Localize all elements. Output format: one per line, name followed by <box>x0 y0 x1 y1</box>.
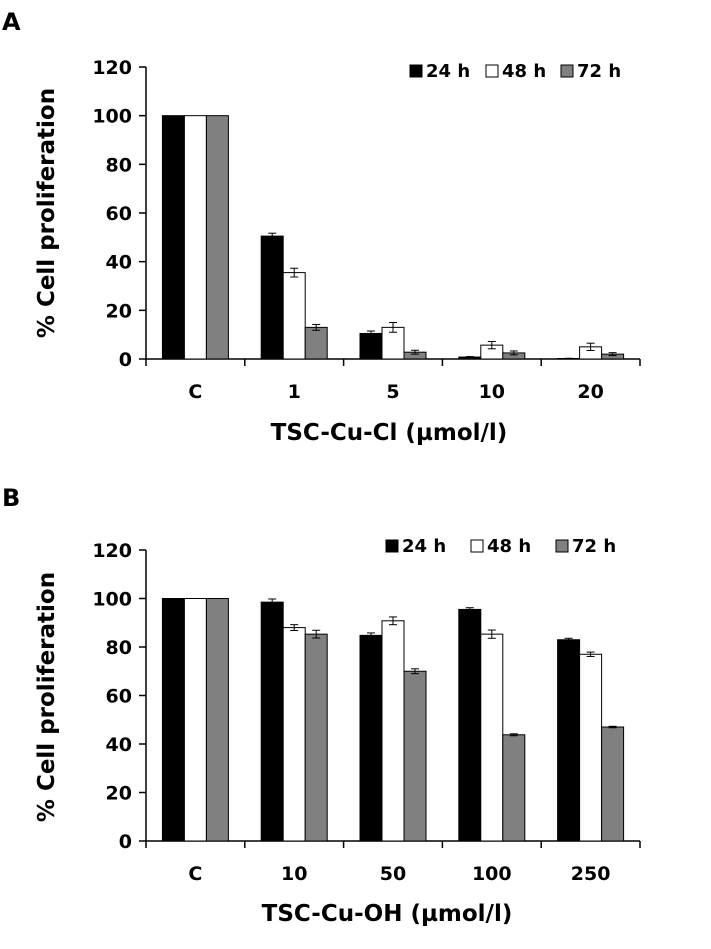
legend-swatch <box>560 64 574 78</box>
y-tick-label: 120 <box>92 540 132 562</box>
legend-label: 48 h <box>502 61 546 82</box>
y-tick-label: 80 <box>106 154 132 176</box>
x-tick-label: 1 <box>288 381 301 403</box>
bar <box>557 639 581 842</box>
bar <box>502 734 526 842</box>
bar <box>403 670 427 842</box>
bar <box>260 601 284 842</box>
legend-label: 72 h <box>577 61 621 82</box>
y-tick-label: 80 <box>106 637 132 659</box>
bar <box>161 598 185 842</box>
x-tick-label: 10 <box>281 863 307 885</box>
bar <box>205 598 229 842</box>
x-tick-label: 50 <box>380 863 406 885</box>
x-tick-label: C <box>188 863 202 885</box>
x-axis-title: TSC-Cu-OH (µmol/l) <box>262 901 513 927</box>
bar <box>304 326 328 360</box>
legend-swatch <box>470 539 484 553</box>
y-tick-label: 100 <box>92 589 132 611</box>
y-tick-label: 120 <box>92 57 132 79</box>
x-tick-label: 100 <box>472 863 512 885</box>
y-tick-label: 0 <box>119 831 132 853</box>
bar <box>183 115 207 360</box>
bar <box>458 608 482 842</box>
y-axis-title: % Cell proliferation <box>34 88 60 338</box>
bar <box>205 115 229 360</box>
bar <box>359 332 383 360</box>
bar <box>304 633 328 842</box>
y-tick-label: 100 <box>92 106 132 128</box>
plot-area: 0 20 40 60 80 100 120 C 10 50 100 250 24 h 48 h 72 h <box>92 536 641 885</box>
y-axis-title: % Cell proliferation <box>34 572 60 822</box>
legend-swatch <box>385 539 399 553</box>
panel-label: B <box>2 484 20 512</box>
x-tick-label: 20 <box>577 381 603 403</box>
chart-panel-a: A % Cell proliferation TSC-Cu-Cl (µmol/l… <box>2 8 641 446</box>
bar <box>282 627 306 842</box>
bar <box>161 115 185 360</box>
legend-label: 72 h <box>572 536 616 557</box>
y-tick-label: 60 <box>106 686 132 708</box>
x-tick-label: 10 <box>479 381 505 403</box>
y-tick-label: 20 <box>106 300 132 322</box>
legend-label: 48 h <box>487 536 531 557</box>
y-tick-label: 20 <box>106 783 132 805</box>
legend-swatch <box>409 64 423 78</box>
bar <box>381 620 405 842</box>
bar <box>183 598 207 842</box>
chart-panel-b: B % Cell proliferation TSC-Cu-OH (µmol/l… <box>2 484 641 927</box>
plot-area: 0 20 40 60 80 100 120 C 1 5 10 20 24 h 48 h 72 h <box>92 57 641 403</box>
legend-swatch <box>485 64 499 78</box>
y-tick-label: 40 <box>106 252 132 274</box>
y-tick-label: 0 <box>119 349 132 371</box>
bar <box>601 726 625 842</box>
legend-swatch <box>555 539 569 553</box>
legend-label: 24 h <box>402 536 446 557</box>
panel-label: A <box>2 8 21 36</box>
x-axis-title: TSC-Cu-Cl (µmol/l) <box>271 420 508 446</box>
x-tick-label: C <box>188 381 202 403</box>
legend-label: 24 h <box>426 61 470 82</box>
bar <box>260 235 284 360</box>
bar <box>480 633 504 842</box>
bar <box>282 272 306 360</box>
bar <box>579 653 603 842</box>
y-tick-label: 40 <box>106 734 132 756</box>
y-tick-label: 60 <box>106 203 132 225</box>
x-tick-label: 250 <box>571 863 611 885</box>
bar <box>359 634 383 842</box>
x-tick-label: 5 <box>386 381 399 403</box>
